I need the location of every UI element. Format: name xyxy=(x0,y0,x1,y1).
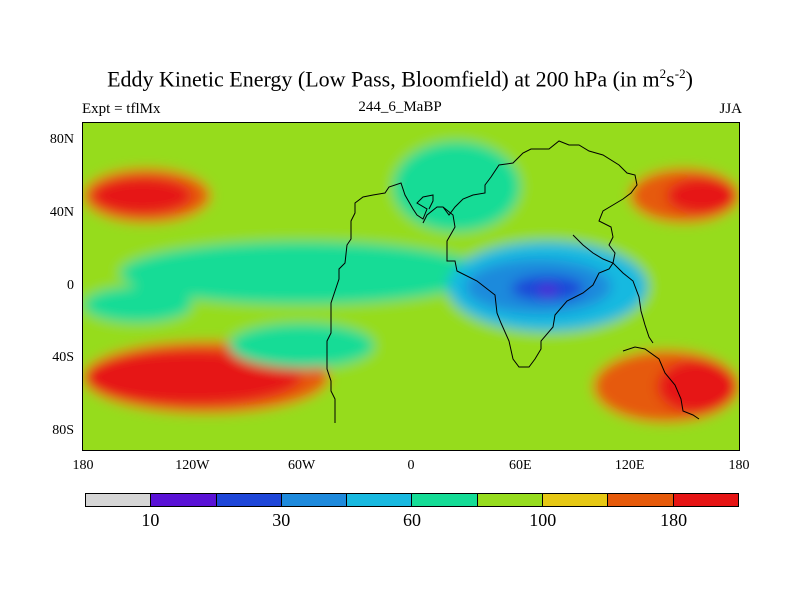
colorbar-label: 180 xyxy=(660,510,688,530)
eke-region-8 xyxy=(657,359,739,414)
eke-region-6 xyxy=(83,350,302,405)
colorbar-label: 60 xyxy=(403,510,421,530)
colorbar-swatch-4 xyxy=(347,494,413,506)
lat-tick-label: 40S xyxy=(52,350,74,366)
colorbar xyxy=(85,493,739,507)
experiment-label: Expt = tflMx xyxy=(82,101,161,117)
coastline-americas xyxy=(326,182,434,423)
colorbar-swatch-1 xyxy=(151,494,217,506)
lon-tick-label: 0 xyxy=(407,458,415,473)
lat-tick-label: 40N xyxy=(49,204,74,220)
colorbar-swatch-6 xyxy=(477,494,544,506)
colorbar-swatch-8 xyxy=(608,494,674,506)
eke-region-15 xyxy=(392,141,521,232)
map-title: Eddy Kinetic Energy (Low Pass, Bloomfiel… xyxy=(107,66,693,92)
eke-region-13 xyxy=(538,286,557,296)
colorbar-label: 30 xyxy=(272,510,291,530)
eke-region-4 xyxy=(666,177,739,214)
lon-tick-label: 120E xyxy=(614,458,645,473)
map-panel xyxy=(82,122,740,451)
lat-tick-label: 80S xyxy=(52,422,74,438)
colorbar-swatch-9 xyxy=(673,494,738,506)
lon-tick-label: 60W xyxy=(288,458,316,473)
coastline-africa-eurasia xyxy=(422,140,638,368)
season-label: JJA xyxy=(719,101,742,117)
colorbar-label: 10 xyxy=(141,510,160,530)
lat-tick-label: 0 xyxy=(67,277,74,293)
lon-tick-label: 180 xyxy=(728,458,750,473)
eke-field xyxy=(83,123,739,450)
case-label: 244_6_MaBP xyxy=(358,99,442,115)
eke-region-16 xyxy=(228,322,375,369)
eke-region-14 xyxy=(83,286,193,323)
colorbar-swatch-7 xyxy=(543,494,609,506)
lon-tick-label: 180 xyxy=(72,458,94,473)
coastline-asia-islands xyxy=(572,234,654,344)
colorbar-swatch-3 xyxy=(281,494,348,506)
colorbar-swatch-5 xyxy=(412,494,478,506)
coastline-australia xyxy=(622,346,700,420)
lon-tick-label: 60E xyxy=(509,458,532,473)
eke-region-2 xyxy=(92,177,193,214)
colorbar-swatch-0 xyxy=(86,494,152,506)
eke-region-9 xyxy=(119,241,484,305)
colorbar-swatch-2 xyxy=(216,494,282,506)
colorbar-label: 100 xyxy=(529,510,557,530)
lon-tick-label: 120W xyxy=(175,458,210,473)
lat-tick-label: 80N xyxy=(49,132,74,148)
